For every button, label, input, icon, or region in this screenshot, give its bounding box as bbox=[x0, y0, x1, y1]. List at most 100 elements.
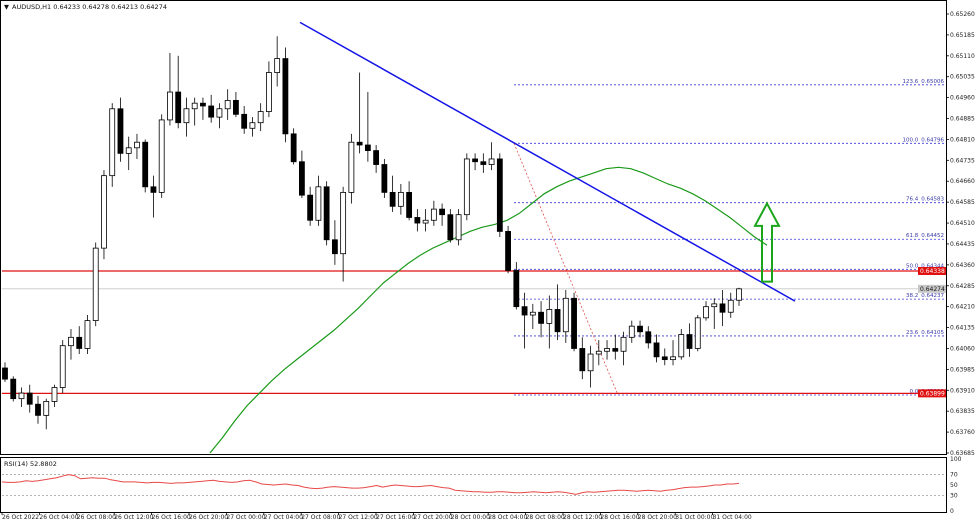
candle bbox=[142, 139, 149, 193]
price-tick-label: 0.64660 bbox=[950, 178, 975, 185]
candle bbox=[496, 153, 503, 237]
candle-body bbox=[628, 325, 635, 338]
candle-body bbox=[736, 288, 742, 301]
candle-body bbox=[604, 348, 610, 352]
candle-body bbox=[216, 108, 223, 118]
candle-body bbox=[84, 320, 91, 349]
price-tag-label: 0.64338 bbox=[920, 268, 945, 275]
candle-body bbox=[554, 309, 561, 333]
price-tick-label: 0.63835 bbox=[950, 408, 975, 415]
fib-level-price: 0.64105 bbox=[921, 330, 944, 336]
candle bbox=[637, 320, 643, 338]
candle bbox=[513, 262, 520, 310]
candle-body bbox=[579, 348, 586, 372]
fib-level-label: 23.6 0.64105 bbox=[906, 330, 944, 336]
time-tick-label: 27 Oct 20:00 bbox=[413, 514, 452, 521]
rsi-tick-label: 30 bbox=[950, 492, 958, 499]
candle-body bbox=[51, 387, 58, 402]
candle bbox=[208, 94, 215, 123]
candle-body bbox=[694, 317, 701, 349]
candle-body bbox=[323, 186, 330, 241]
candle bbox=[571, 292, 577, 352]
candle-body bbox=[447, 214, 454, 241]
candle bbox=[59, 340, 66, 394]
fib-level-price: 0.64796 bbox=[921, 137, 944, 143]
rsi-pane-frame bbox=[0, 457, 947, 513]
candle bbox=[488, 142, 495, 171]
price-tick-label: 0.64885 bbox=[950, 116, 975, 123]
fib-level-label: 123.6 0.65006 bbox=[903, 79, 945, 85]
candle bbox=[463, 153, 470, 221]
rsi-panel: 100 70 50 30 0 bbox=[1, 456, 962, 515]
candle bbox=[373, 145, 380, 173]
candle-body bbox=[158, 119, 165, 193]
candle bbox=[150, 175, 157, 218]
candle bbox=[323, 181, 330, 246]
candle bbox=[628, 320, 635, 343]
candle bbox=[274, 36, 281, 87]
fib-level-percent: 50.0 bbox=[906, 263, 919, 269]
candle-body bbox=[496, 158, 503, 232]
fib-level-label: 100.0 0.64796 bbox=[903, 137, 945, 143]
rsi-label: RSI(14) 52.8802 bbox=[4, 460, 57, 468]
candle-body bbox=[274, 58, 281, 73]
candle-body bbox=[678, 334, 685, 358]
price-tick-label: 0.64435 bbox=[950, 241, 975, 248]
candle bbox=[257, 103, 264, 132]
candle-body bbox=[340, 191, 347, 255]
candle bbox=[249, 117, 256, 137]
fib-level-label: 38.2 0.64237 bbox=[906, 293, 944, 299]
candle bbox=[51, 384, 58, 408]
candle bbox=[439, 203, 446, 226]
candles bbox=[2, 36, 742, 430]
candle-body bbox=[117, 108, 124, 154]
candle-body bbox=[68, 336, 74, 347]
price-tag-bg bbox=[918, 284, 946, 293]
candle bbox=[505, 225, 511, 274]
price-tick-label: 0.63685 bbox=[950, 450, 975, 457]
price-tick-label: 0.64060 bbox=[950, 345, 975, 352]
candle-body bbox=[257, 111, 264, 124]
candle bbox=[678, 328, 685, 360]
candle bbox=[35, 395, 41, 424]
fib-level-percent: 100.0 bbox=[903, 137, 919, 143]
rsi-tick-label: 0 bbox=[950, 508, 954, 515]
candle-body bbox=[2, 367, 8, 380]
fib-level-label: 76.4 0.64583 bbox=[906, 197, 944, 203]
candle bbox=[68, 328, 74, 360]
candle-body bbox=[727, 299, 734, 313]
candle-body bbox=[307, 194, 314, 221]
candle bbox=[331, 220, 338, 265]
header-arrow[interactable]: ▼ bbox=[4, 3, 9, 11]
candle bbox=[604, 340, 610, 360]
candle bbox=[620, 331, 627, 366]
price-tick-label: 0.64135 bbox=[950, 325, 975, 332]
time-tick-label: 28 Oct 04:00 bbox=[488, 514, 527, 521]
candle-body bbox=[389, 191, 396, 207]
fib-level-percent: 23.6 bbox=[906, 330, 919, 336]
fib-level-percent: 38.2 bbox=[906, 293, 918, 299]
fib-swing-line bbox=[513, 143, 619, 396]
candle-body bbox=[241, 113, 248, 129]
candle-body bbox=[249, 122, 256, 129]
candle-body bbox=[538, 311, 544, 324]
candle-body bbox=[472, 158, 478, 163]
candle bbox=[480, 153, 487, 173]
price-tick-label: 0.64285 bbox=[950, 283, 975, 290]
price-tick-label: 0.65260 bbox=[950, 11, 975, 18]
candle-body bbox=[331, 239, 338, 255]
header-symbol-ohlc: AUDUSD,H1 0.64233 0.64278 0.64213 0.6427… bbox=[12, 3, 167, 11]
candle bbox=[397, 184, 404, 215]
candle-body bbox=[381, 164, 388, 193]
candle bbox=[43, 398, 50, 430]
candle-body bbox=[645, 331, 652, 344]
candle bbox=[167, 53, 173, 126]
candle bbox=[670, 340, 676, 366]
candle-body bbox=[670, 356, 676, 361]
time-tick-label: 27 Oct 04:00 bbox=[264, 514, 303, 521]
candle-body bbox=[653, 342, 660, 358]
candle-body bbox=[208, 105, 215, 118]
candle bbox=[587, 345, 594, 388]
rsi-tick-label: 70 bbox=[950, 472, 958, 479]
